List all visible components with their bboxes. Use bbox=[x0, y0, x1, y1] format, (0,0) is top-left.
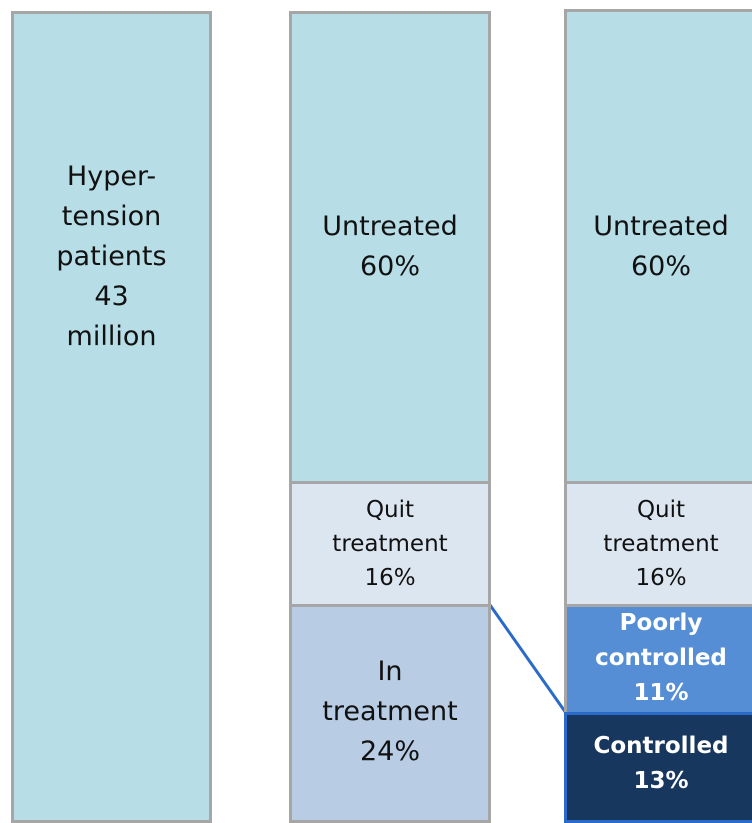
text: 16% bbox=[364, 565, 416, 591]
label: Untreated 60% bbox=[292, 207, 488, 287]
text: controlled bbox=[595, 645, 727, 671]
label: Controlled 13% bbox=[567, 729, 752, 799]
poorly-controlled: Poorly controlled 11% bbox=[564, 604, 752, 715]
text: million bbox=[66, 321, 157, 352]
text: Hyper- bbox=[66, 161, 157, 192]
text: 60% bbox=[359, 251, 420, 282]
text: 60% bbox=[630, 251, 691, 282]
text: Untreated bbox=[593, 211, 729, 242]
connector bbox=[488, 604, 568, 714]
in-treatment: In treatment 24% bbox=[289, 604, 491, 823]
quit-treatment: Quit treatment 16% bbox=[289, 481, 491, 607]
total-bar: Hyper- tension patients 43 million bbox=[11, 11, 212, 823]
text: 11% bbox=[633, 680, 689, 706]
text: 24% bbox=[359, 736, 420, 767]
untreated: Untreated 60% bbox=[564, 9, 752, 484]
text: tension bbox=[61, 201, 162, 232]
text: treatment bbox=[322, 696, 458, 727]
text: 16% bbox=[635, 565, 687, 591]
text: Controlled bbox=[593, 733, 729, 759]
label: Untreated 60% bbox=[567, 207, 752, 287]
label: Hyper- tension patients 43 million bbox=[14, 157, 209, 357]
label: Quit treatment 16% bbox=[567, 493, 752, 595]
text: Quit bbox=[365, 497, 415, 523]
label: In treatment 24% bbox=[292, 652, 488, 772]
text: Poorly bbox=[619, 610, 703, 636]
text: 13% bbox=[633, 768, 689, 794]
text: patients bbox=[56, 241, 167, 272]
text: Quit bbox=[636, 497, 686, 523]
controlled: Controlled 13% bbox=[564, 712, 752, 823]
text: treatment bbox=[332, 531, 448, 557]
text: Untreated bbox=[322, 211, 458, 242]
label: Quit treatment 16% bbox=[292, 493, 488, 595]
text: 43 bbox=[94, 281, 129, 312]
untreated: Untreated 60% bbox=[289, 11, 491, 484]
text: In bbox=[377, 656, 403, 687]
label: Poorly controlled 11% bbox=[567, 606, 752, 711]
quit-treatment: Quit treatment 16% bbox=[564, 481, 752, 607]
text: treatment bbox=[603, 531, 719, 557]
